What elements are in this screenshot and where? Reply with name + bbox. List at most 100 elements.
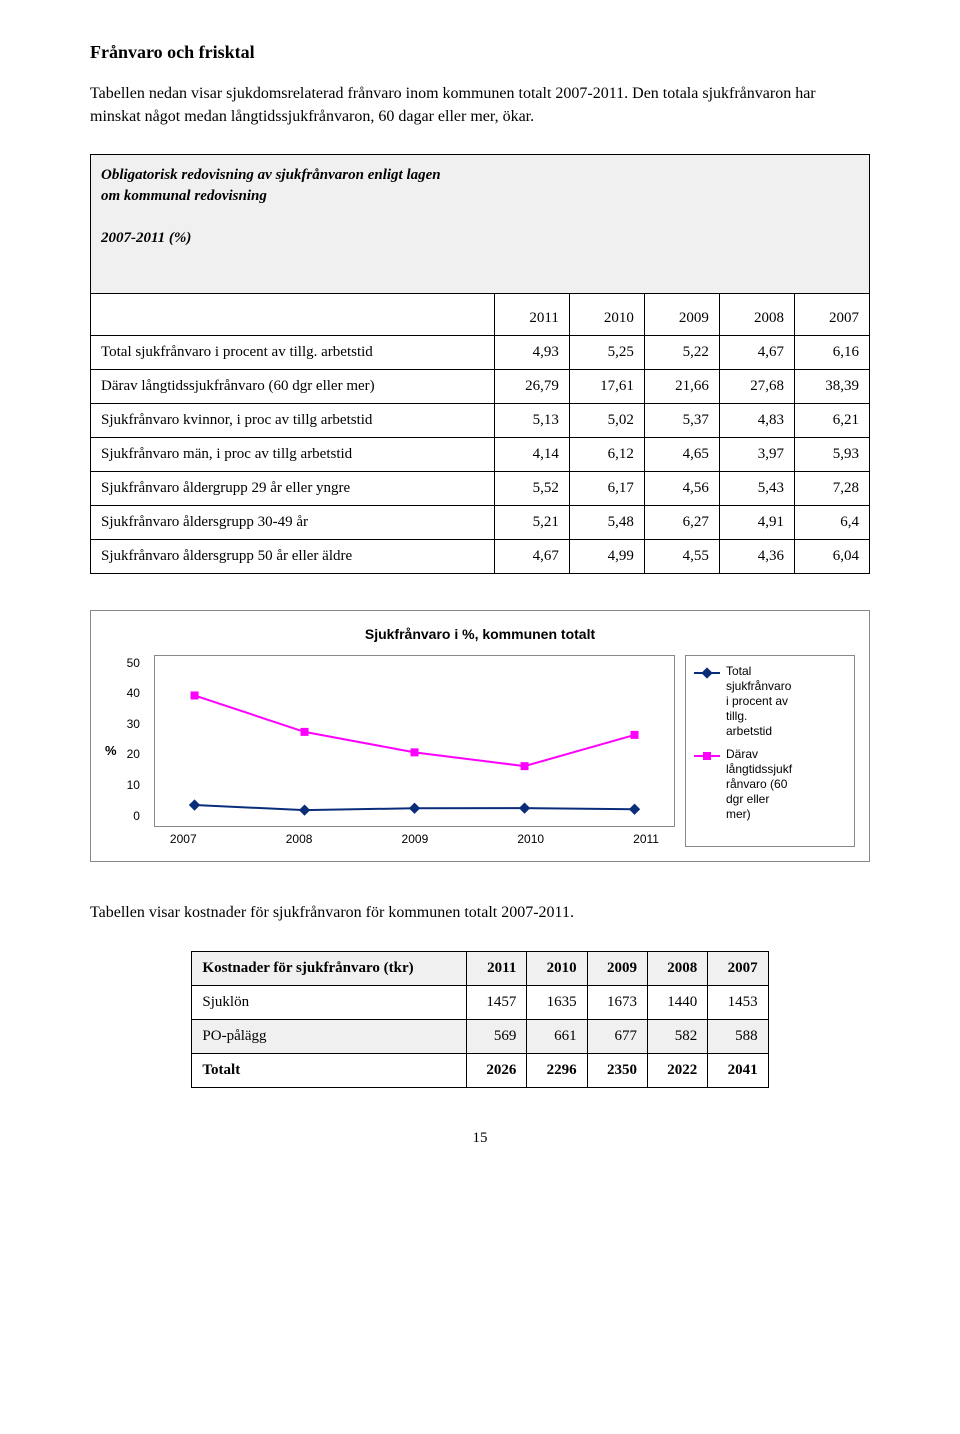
t1-cell: 6,21 bbox=[794, 403, 869, 437]
t1-blank-header bbox=[91, 293, 495, 335]
t1-year-header: 2009 bbox=[644, 293, 719, 335]
t1-row-label: Sjukfrånvaro åldergrupp 29 år eller yngr… bbox=[91, 471, 495, 505]
y-tick-label: 30 bbox=[127, 716, 140, 733]
t1-cell: 6,17 bbox=[569, 471, 644, 505]
y-axis-ticks: 50403020100 bbox=[127, 655, 144, 825]
t2-row-label: Sjuklön bbox=[192, 985, 467, 1019]
t1-row-label: Total sjukfrånvaro i procent av tillg. a… bbox=[91, 335, 495, 369]
table-row: Totalt20262296235020222041 bbox=[192, 1053, 768, 1087]
t2-cell: 2026 bbox=[467, 1053, 527, 1087]
t1-year-header: 2008 bbox=[719, 293, 794, 335]
table-row: Sjukfrånvaro män, i proc av tillg arbets… bbox=[91, 437, 870, 471]
t1-cell: 4,65 bbox=[644, 437, 719, 471]
x-tick-label: 2011 bbox=[633, 831, 659, 848]
y-tick-label: 0 bbox=[127, 808, 140, 825]
t1-cell: 5,37 bbox=[644, 403, 719, 437]
legend-label: Totalsjukfrånvaroi procent avtillg.arbet… bbox=[726, 664, 791, 739]
y-axis-label: % bbox=[105, 742, 117, 760]
t1-cell: 4,93 bbox=[494, 335, 569, 369]
x-axis-ticks: 20072008200920102011 bbox=[154, 827, 675, 848]
t1-cell: 27,68 bbox=[719, 369, 794, 403]
t1-cell: 4,91 bbox=[719, 505, 794, 539]
t2-year-header: 2009 bbox=[587, 951, 647, 985]
t1-cell: 6,27 bbox=[644, 505, 719, 539]
t2-cell: 582 bbox=[647, 1019, 707, 1053]
t2-row-label: PO-pålägg bbox=[192, 1019, 467, 1053]
chart-legend: Totalsjukfrånvaroi procent avtillg.arbet… bbox=[685, 655, 855, 848]
x-tick-label: 2010 bbox=[517, 831, 544, 848]
t1-cell: 6,4 bbox=[794, 505, 869, 539]
t1-cell: 4,14 bbox=[494, 437, 569, 471]
t1-cell: 7,28 bbox=[794, 471, 869, 505]
t2-year-header: 2007 bbox=[708, 951, 768, 985]
legend-swatch bbox=[694, 749, 720, 763]
table-row: Sjukfrånvaro kvinnor, i proc av tillg ar… bbox=[91, 403, 870, 437]
t1-row-label: Sjukfrånvaro kvinnor, i proc av tillg ar… bbox=[91, 403, 495, 437]
t2-cell: 2022 bbox=[647, 1053, 707, 1087]
table-sickleave: Obligatorisk redovisning av sjukfrånvaro… bbox=[90, 154, 870, 574]
t1-year-header: 2011 bbox=[494, 293, 569, 335]
t1-cell: 5,48 bbox=[569, 505, 644, 539]
page-number: 15 bbox=[90, 1128, 870, 1149]
t1-year-header: 2007 bbox=[794, 293, 869, 335]
t2-cell: 661 bbox=[527, 1019, 587, 1053]
t1-cell: 5,02 bbox=[569, 403, 644, 437]
legend-item: Däravlångtidssjukfrånvaro (60dgr ellerme… bbox=[694, 747, 846, 822]
t2-cell: 1457 bbox=[467, 985, 527, 1019]
t1-cell: 17,61 bbox=[569, 369, 644, 403]
table-row: Sjuklön14571635167314401453 bbox=[192, 985, 768, 1019]
table-row: Total sjukfrånvaro i procent av tillg. a… bbox=[91, 335, 870, 369]
y-tick-label: 10 bbox=[127, 777, 140, 794]
t1-cell: 4,56 bbox=[644, 471, 719, 505]
t1-cell: 3,97 bbox=[719, 437, 794, 471]
legend-swatch bbox=[694, 666, 720, 680]
t1-cell: 6,04 bbox=[794, 539, 869, 573]
t1-cell: 6,12 bbox=[569, 437, 644, 471]
t2-cell: 677 bbox=[587, 1019, 647, 1053]
y-tick-label: 50 bbox=[127, 655, 140, 672]
t1-row-label: Sjukfrånvaro åldersgrupp 30-49 år bbox=[91, 505, 495, 539]
table-row: PO-pålägg569661677582588 bbox=[192, 1019, 768, 1053]
t1-row-label: Sjukfrånvaro åldersgrupp 50 år eller äld… bbox=[91, 539, 495, 573]
t1-cell: 5,25 bbox=[569, 335, 644, 369]
t1-cell: 4,83 bbox=[719, 403, 794, 437]
t2-cell: 1673 bbox=[587, 985, 647, 1019]
t1-cell: 5,43 bbox=[719, 471, 794, 505]
table-row: Sjukfrånvaro åldergrupp 29 år eller yngr… bbox=[91, 471, 870, 505]
t1-cell: 5,93 bbox=[794, 437, 869, 471]
t1-cell: 4,99 bbox=[569, 539, 644, 573]
t1-cell: 5,13 bbox=[494, 403, 569, 437]
t1-cell: 4,67 bbox=[719, 335, 794, 369]
legend-item: Totalsjukfrånvaroi procent avtillg.arbet… bbox=[694, 664, 846, 739]
mid-paragraph: Tabellen visar kostnader för sjukfrånvar… bbox=[90, 902, 870, 924]
table-row: Sjukfrånvaro åldersgrupp 30-49 år5,215,4… bbox=[91, 505, 870, 539]
t1-cell: 5,21 bbox=[494, 505, 569, 539]
t2-cell: 2350 bbox=[587, 1053, 647, 1087]
legend-label: Däravlångtidssjukfrånvaro (60dgr ellerme… bbox=[726, 747, 792, 822]
t1-cell: 5,22 bbox=[644, 335, 719, 369]
t2-cell: 588 bbox=[708, 1019, 768, 1053]
chart-container: Sjukfrånvaro i %, kommunen totalt % 5040… bbox=[90, 610, 870, 862]
t2-cell: 569 bbox=[467, 1019, 527, 1053]
t1-row-label: Därav långtidssjukfrånvaro (60 dgr eller… bbox=[91, 369, 495, 403]
t1-cell: 4,36 bbox=[719, 539, 794, 573]
chart-plot-area bbox=[154, 655, 675, 827]
t1-cell: 5,52 bbox=[494, 471, 569, 505]
t1-header-line2: om kommunal redovisning bbox=[101, 188, 267, 204]
t1-cell: 21,66 bbox=[644, 369, 719, 403]
t2-cell: 1635 bbox=[527, 985, 587, 1019]
table-costs: Kostnader för sjukfrånvaro (tkr)20112010… bbox=[191, 951, 768, 1088]
table1-header-cell: Obligatorisk redovisning av sjukfrånvaro… bbox=[91, 154, 870, 293]
page-title: Frånvaro och frisktal bbox=[90, 40, 870, 65]
t1-header-line1: Obligatorisk redovisning av sjukfrånvaro… bbox=[101, 167, 441, 183]
y-tick-label: 20 bbox=[127, 746, 140, 763]
t1-header-line3: 2007-2011 (%) bbox=[101, 230, 191, 246]
t1-cell: 6,16 bbox=[794, 335, 869, 369]
t2-cell: 1440 bbox=[647, 985, 707, 1019]
chart-title: Sjukfrånvaro i %, kommunen totalt bbox=[105, 625, 855, 645]
t2-year-header: 2008 bbox=[647, 951, 707, 985]
t1-cell: 26,79 bbox=[494, 369, 569, 403]
t2-cell: 2296 bbox=[527, 1053, 587, 1087]
intro-paragraph: Tabellen nedan visar sjukdomsrelaterad f… bbox=[90, 83, 870, 128]
x-tick-label: 2007 bbox=[170, 831, 197, 848]
